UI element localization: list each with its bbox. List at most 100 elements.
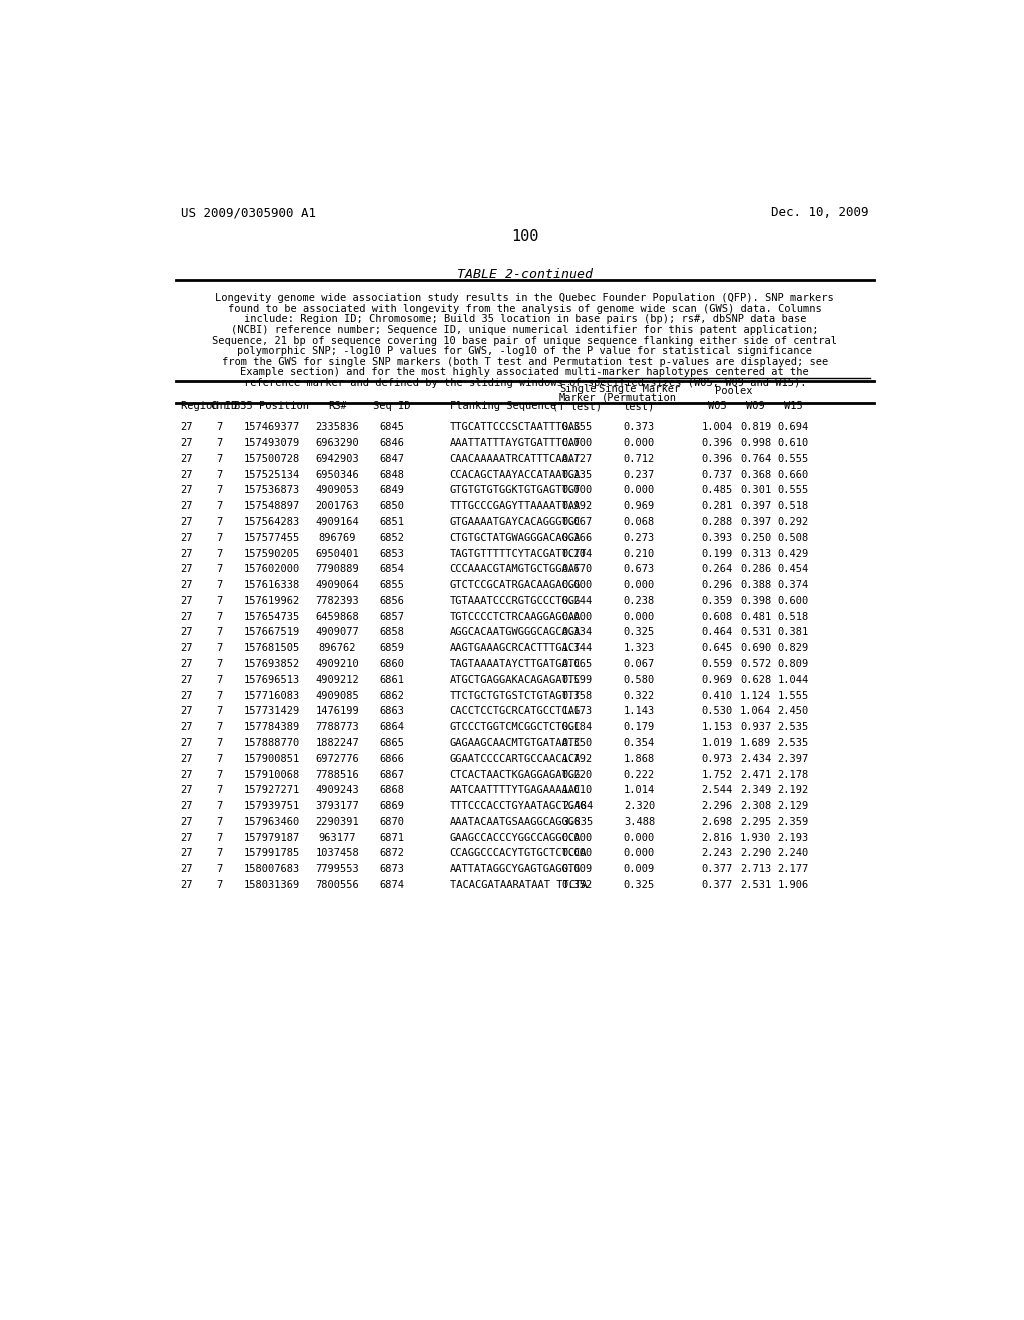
Text: 27: 27 — [180, 595, 194, 606]
Text: 6864: 6864 — [379, 722, 404, 733]
Text: 157616338: 157616338 — [244, 579, 299, 590]
Text: 0.397: 0.397 — [740, 517, 771, 527]
Text: 0.358: 0.358 — [562, 690, 593, 701]
Text: 2.359: 2.359 — [777, 817, 809, 826]
Text: GAGAAGCAACMTGTGATAATC: GAGAAGCAACMTGTGATAATC — [450, 738, 581, 748]
Text: 6866: 6866 — [379, 754, 404, 764]
Text: 6942903: 6942903 — [315, 454, 359, 463]
Text: 7: 7 — [216, 454, 222, 463]
Text: 0.000: 0.000 — [562, 438, 593, 447]
Text: 27: 27 — [180, 817, 194, 826]
Text: 7: 7 — [216, 502, 222, 511]
Text: 0.204: 0.204 — [562, 549, 593, 558]
Text: 2001763: 2001763 — [315, 502, 359, 511]
Text: 6865: 6865 — [379, 738, 404, 748]
Text: 4909085: 4909085 — [315, 690, 359, 701]
Text: 0.292: 0.292 — [777, 517, 809, 527]
Text: 0.628: 0.628 — [740, 675, 771, 685]
Text: 27: 27 — [180, 454, 194, 463]
Text: 2.240: 2.240 — [777, 849, 809, 858]
Text: 157910068: 157910068 — [244, 770, 299, 780]
Text: 157939751: 157939751 — [244, 801, 299, 810]
Text: 0.690: 0.690 — [740, 643, 771, 653]
Text: 0.429: 0.429 — [777, 549, 809, 558]
Text: 0.737: 0.737 — [701, 470, 732, 479]
Text: 27: 27 — [180, 438, 194, 447]
Text: 6859: 6859 — [379, 643, 404, 653]
Text: 7: 7 — [216, 579, 222, 590]
Text: 0.334: 0.334 — [562, 627, 593, 638]
Text: 27: 27 — [180, 785, 194, 796]
Text: 0.572: 0.572 — [740, 659, 771, 669]
Text: (Permutation: (Permutation — [602, 392, 677, 403]
Text: 1476199: 1476199 — [315, 706, 359, 717]
Text: 7: 7 — [216, 690, 222, 701]
Text: TABLE 2-continued: TABLE 2-continued — [457, 268, 593, 281]
Text: 1.868: 1.868 — [624, 754, 655, 764]
Text: 0.381: 0.381 — [777, 627, 809, 638]
Text: 0.373: 0.373 — [624, 422, 655, 432]
Text: 0.712: 0.712 — [624, 454, 655, 463]
Text: 1.044: 1.044 — [777, 675, 809, 685]
Text: 0.599: 0.599 — [562, 675, 593, 685]
Text: 7: 7 — [216, 865, 222, 874]
Text: 6856: 6856 — [379, 595, 404, 606]
Text: 157548897: 157548897 — [244, 502, 299, 511]
Text: 7782393: 7782393 — [315, 595, 359, 606]
Text: 0.377: 0.377 — [701, 880, 732, 890]
Text: GTCCCTGGTCMCGGCTCTGGC: GTCCCTGGTCMCGGCTCTGGC — [450, 722, 581, 733]
Text: 0.764: 0.764 — [740, 454, 771, 463]
Text: 0.352: 0.352 — [562, 880, 593, 890]
Text: 0.610: 0.610 — [777, 438, 809, 447]
Text: 27: 27 — [180, 533, 194, 543]
Text: 0.288: 0.288 — [701, 517, 732, 527]
Text: W15: W15 — [783, 401, 803, 411]
Text: 7790889: 7790889 — [315, 565, 359, 574]
Text: 0.530: 0.530 — [701, 706, 732, 717]
Text: 27: 27 — [180, 470, 194, 479]
Text: 6872: 6872 — [379, 849, 404, 858]
Text: 157979187: 157979187 — [244, 833, 299, 842]
Text: 7: 7 — [216, 706, 222, 717]
Text: test): test) — [624, 401, 655, 411]
Text: 7: 7 — [216, 422, 222, 432]
Text: 27: 27 — [180, 738, 194, 748]
Text: W09: W09 — [746, 401, 765, 411]
Text: 6846: 6846 — [379, 438, 404, 447]
Text: 2.349: 2.349 — [740, 785, 771, 796]
Text: 157619962: 157619962 — [244, 595, 299, 606]
Text: 6869: 6869 — [379, 801, 404, 810]
Text: Marker: Marker — [559, 392, 596, 403]
Text: 0.819: 0.819 — [740, 422, 771, 432]
Text: 7: 7 — [216, 738, 222, 748]
Text: 157900851: 157900851 — [244, 754, 299, 764]
Text: 0.068: 0.068 — [624, 517, 655, 527]
Text: CAACAAAAATRCATTTCAAAT: CAACAAAAATRCATTTCAAAT — [450, 454, 581, 463]
Text: AATTATAGGCYGAGTGAGGTG: AATTATAGGCYGAGTGAGGTG — [450, 865, 581, 874]
Text: AGGCACAATGWGGGCAGCAGA: AGGCACAATGWGGGCAGCAGA — [450, 627, 581, 638]
Text: 7: 7 — [216, 754, 222, 764]
Text: 0.555: 0.555 — [777, 486, 809, 495]
Text: 2.484: 2.484 — [562, 801, 593, 810]
Text: 0.396: 0.396 — [701, 454, 732, 463]
Text: 0.000: 0.000 — [624, 486, 655, 495]
Text: 0.273: 0.273 — [624, 533, 655, 543]
Text: 7: 7 — [216, 533, 222, 543]
Text: 7: 7 — [216, 801, 222, 810]
Text: 0.065: 0.065 — [562, 659, 593, 669]
Text: 6459868: 6459868 — [315, 611, 359, 622]
Text: 0.199: 0.199 — [701, 549, 732, 558]
Text: (NCBI) reference number; Sequence ID, unique numerical identifier for this paten: (NCBI) reference number; Sequence ID, un… — [231, 325, 818, 335]
Text: ATGCTGAGGAKACAGAGATTC: ATGCTGAGGAKACAGAGATTC — [450, 675, 581, 685]
Text: 0.670: 0.670 — [562, 565, 593, 574]
Text: 1.555: 1.555 — [777, 690, 809, 701]
Text: 0.969: 0.969 — [624, 502, 655, 511]
Text: US 2009/0305900 A1: US 2009/0305900 A1 — [180, 206, 315, 219]
Text: 4909164: 4909164 — [315, 517, 359, 527]
Text: 2.535: 2.535 — [777, 738, 809, 748]
Text: 0.244: 0.244 — [562, 595, 593, 606]
Text: 0.727: 0.727 — [562, 454, 593, 463]
Text: 2.178: 2.178 — [777, 770, 809, 780]
Text: 100: 100 — [511, 230, 539, 244]
Text: 896769: 896769 — [318, 533, 356, 543]
